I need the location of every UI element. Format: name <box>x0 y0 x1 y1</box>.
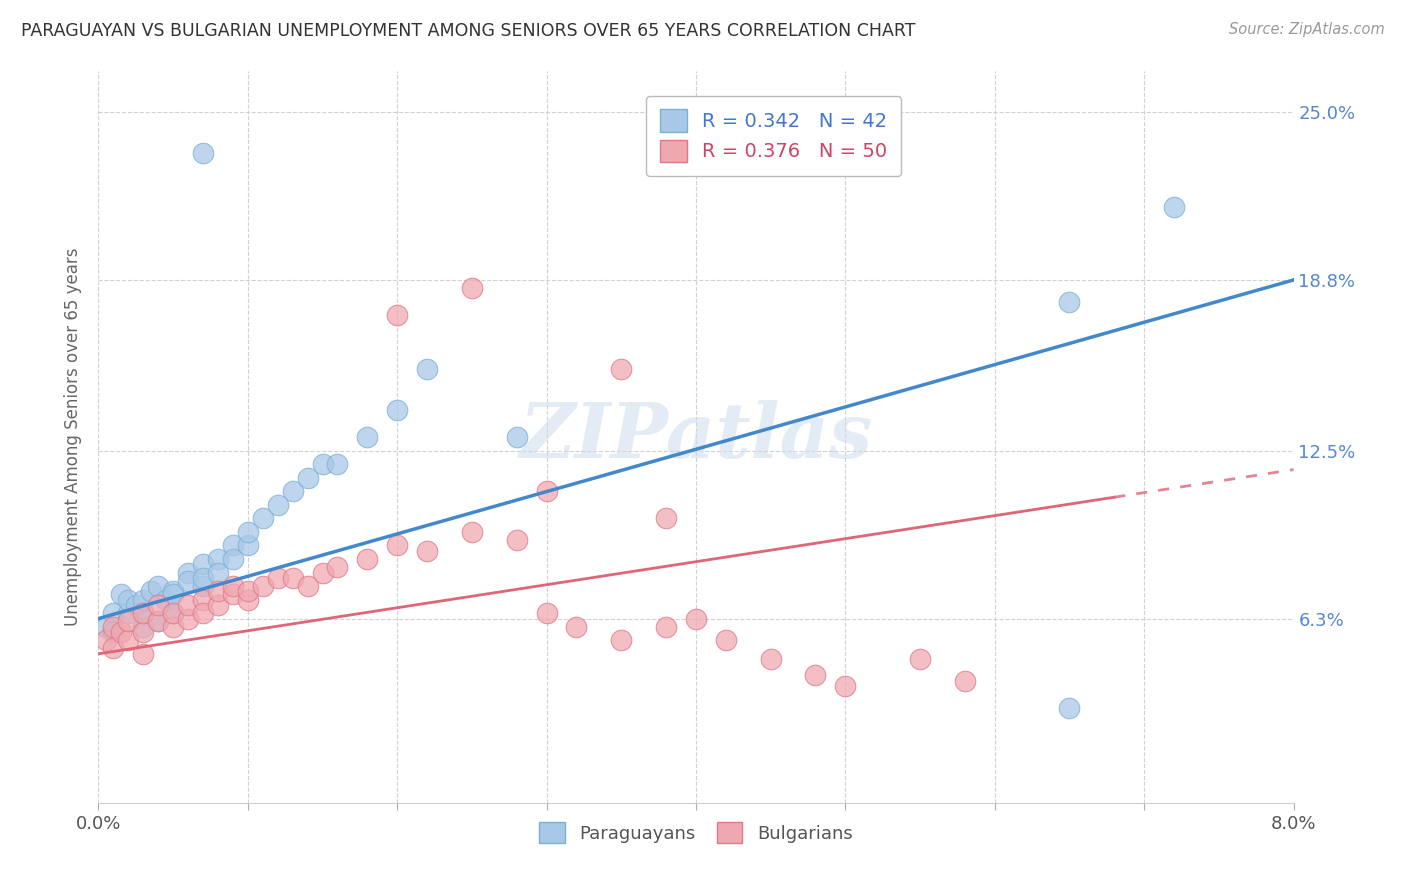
Point <box>1059 701 1081 715</box>
Point <box>356 430 378 444</box>
Point <box>536 484 558 499</box>
Point <box>236 524 259 539</box>
Point <box>311 457 333 471</box>
Point <box>222 587 245 601</box>
Point <box>177 598 200 612</box>
Point <box>461 524 484 539</box>
Point <box>132 620 155 634</box>
Point <box>222 552 245 566</box>
Point <box>117 615 139 629</box>
Point <box>148 579 170 593</box>
Point <box>191 579 214 593</box>
Point <box>177 566 200 580</box>
Point <box>356 552 378 566</box>
Point <box>685 611 707 625</box>
Point <box>834 679 856 693</box>
Point <box>222 538 245 552</box>
Point <box>132 592 155 607</box>
Point <box>94 633 117 648</box>
Point <box>252 511 274 525</box>
Point <box>416 544 439 558</box>
Point <box>714 633 737 648</box>
Point <box>236 592 259 607</box>
Point <box>148 598 170 612</box>
Point <box>297 471 319 485</box>
Point <box>385 538 409 552</box>
Point <box>162 606 184 620</box>
Point <box>281 484 304 499</box>
Point <box>565 620 588 634</box>
Point <box>252 579 274 593</box>
Point <box>94 620 117 634</box>
Point <box>103 641 125 656</box>
Point <box>162 584 184 599</box>
Point <box>191 145 214 160</box>
Point <box>655 511 678 525</box>
Y-axis label: Unemployment Among Seniors over 65 years: Unemployment Among Seniors over 65 years <box>65 248 83 626</box>
Point <box>207 598 229 612</box>
Point <box>461 281 484 295</box>
Point <box>506 430 529 444</box>
Point <box>610 633 633 648</box>
Point <box>110 587 132 601</box>
Point <box>236 538 259 552</box>
Point <box>117 633 139 648</box>
Point <box>655 620 678 634</box>
Point <box>536 606 558 620</box>
Point <box>139 584 162 599</box>
Point <box>191 592 214 607</box>
Text: PARAGUAYAN VS BULGARIAN UNEMPLOYMENT AMONG SENIORS OVER 65 YEARS CORRELATION CHA: PARAGUAYAN VS BULGARIAN UNEMPLOYMENT AMO… <box>21 22 915 40</box>
Point <box>207 552 229 566</box>
Point <box>162 620 184 634</box>
Point <box>177 574 200 588</box>
Point <box>236 584 259 599</box>
Legend: Paraguayans, Bulgarians: Paraguayans, Bulgarians <box>527 810 865 856</box>
Point <box>125 598 148 612</box>
Point <box>103 625 125 640</box>
Point <box>117 592 139 607</box>
Point <box>207 584 229 599</box>
Point <box>385 308 409 322</box>
Point <box>162 606 184 620</box>
Point <box>297 579 319 593</box>
Point <box>267 571 290 585</box>
Point <box>155 592 177 607</box>
Point <box>281 571 304 585</box>
Point <box>804 668 827 682</box>
Point <box>117 606 139 620</box>
Point <box>177 611 200 625</box>
Point <box>908 652 931 666</box>
Point <box>326 560 349 574</box>
Point <box>103 620 125 634</box>
Point <box>759 652 782 666</box>
Point <box>953 673 976 688</box>
Point <box>326 457 349 471</box>
Point <box>191 571 214 585</box>
Point <box>148 615 170 629</box>
Point <box>506 533 529 547</box>
Point <box>267 498 290 512</box>
Point <box>162 587 184 601</box>
Point <box>207 566 229 580</box>
Point <box>148 615 170 629</box>
Point <box>222 579 245 593</box>
Point <box>610 362 633 376</box>
Point <box>103 606 125 620</box>
Point <box>385 403 409 417</box>
Point <box>132 647 155 661</box>
Point <box>191 606 214 620</box>
Text: ZIPatlas: ZIPatlas <box>519 401 873 474</box>
Point <box>1059 294 1081 309</box>
Text: Source: ZipAtlas.com: Source: ZipAtlas.com <box>1229 22 1385 37</box>
Point <box>132 606 155 620</box>
Point <box>311 566 333 580</box>
Point <box>132 625 155 640</box>
Point <box>132 606 155 620</box>
Point <box>416 362 439 376</box>
Point <box>110 625 132 640</box>
Point <box>191 558 214 572</box>
Point <box>1163 200 1185 214</box>
